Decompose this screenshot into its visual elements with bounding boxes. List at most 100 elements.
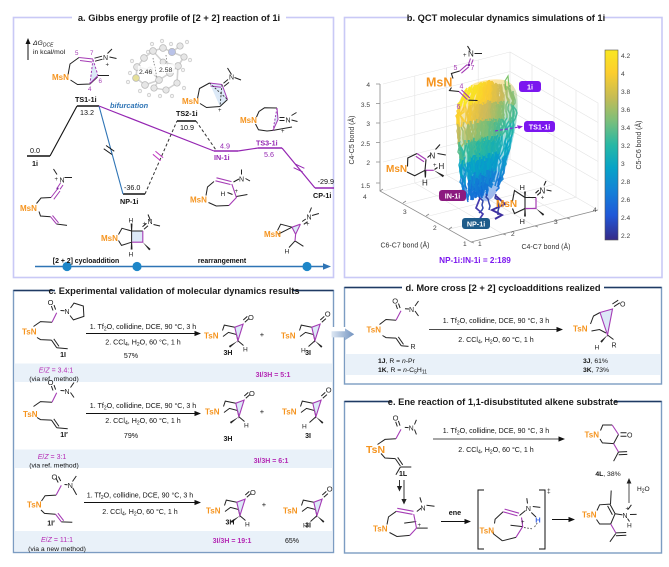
svg-text:4: 4 (366, 82, 370, 89)
svg-text:MsN: MsN (101, 234, 118, 243)
svg-text:3.8: 3.8 (621, 89, 630, 96)
svg-text:H: H (301, 348, 306, 355)
svg-text:O: O (620, 302, 626, 309)
svg-text:TS2-1i: TS2-1i (176, 109, 198, 118)
svg-text:NP-1i: NP-1i (467, 220, 485, 229)
svg-text:4L, 38%: 4L, 38% (595, 471, 620, 478)
svg-text:+: + (463, 53, 467, 59)
svg-text:MsN: MsN (190, 196, 207, 205)
svg-text:TsN: TsN (573, 325, 588, 334)
svg-text:3I: 3I (305, 350, 311, 357)
svg-text:3.4: 3.4 (621, 125, 630, 132)
svg-text:65%: 65% (285, 538, 299, 545)
svg-text:IN-1i: IN-1i (445, 192, 461, 201)
svg-text:N: N (526, 504, 531, 513)
svg-text:ene: ene (449, 508, 461, 517)
svg-text:4: 4 (593, 207, 597, 214)
svg-text:O: O (392, 296, 398, 305)
svg-text:2.2: 2.2 (621, 233, 630, 240)
svg-text:N: N (148, 219, 153, 226)
svg-text:TS3-1i: TS3-1i (256, 139, 278, 148)
svg-text:+: + (260, 330, 265, 339)
svg-text:TS1-1i: TS1-1i (529, 123, 551, 132)
svg-text:2.8: 2.8 (621, 179, 630, 186)
svg-text:2.46: 2.46 (139, 69, 152, 76)
svg-text:2. CCl4, H2O, 60 °C, 1 h: 2. CCl4, H2O, 60 °C, 1 h (105, 417, 180, 427)
svg-text:6: 6 (457, 104, 461, 111)
svg-text:O: O (52, 473, 58, 482)
svg-text:TsN: TsN (582, 511, 597, 520)
svg-text:N: N (60, 178, 65, 185)
svg-text:+: + (418, 523, 422, 529)
svg-text:H: H (520, 183, 525, 192)
svg-text:79%: 79% (124, 432, 139, 440)
svg-text:ΔGDCE: ΔGDCE (32, 40, 54, 49)
svg-text:H: H (520, 217, 525, 226)
svg-text:N: N (103, 55, 108, 62)
svg-text:H: H (422, 179, 428, 188)
svg-text:MsN: MsN (264, 230, 281, 239)
svg-text:IN-1i: IN-1i (214, 153, 230, 162)
svg-text:-36.0: -36.0 (124, 183, 140, 192)
svg-text:+: + (260, 407, 265, 416)
svg-text:13.2: 13.2 (80, 108, 94, 117)
svg-text:TS1-1i: TS1-1i (75, 95, 97, 104)
svg-text:TsN: TsN (480, 527, 495, 536)
svg-text:3I: 3I (305, 523, 311, 530)
svg-text:MsN: MsN (240, 116, 257, 125)
svg-text:2.4: 2.4 (621, 215, 630, 222)
svg-text:TsN: TsN (585, 431, 600, 440)
svg-text:‡: ‡ (547, 488, 551, 495)
svg-text:N: N (65, 389, 70, 396)
svg-text:N: N (68, 481, 73, 490)
svg-text:O: O (48, 298, 54, 307)
svg-text:57%: 57% (124, 352, 139, 360)
svg-text:C4-C5 bond (Å): C4-C5 bond (Å) (347, 115, 356, 164)
svg-text:(via ref. method): (via ref. method) (29, 376, 78, 383)
svg-text:1. Tf2O, collidine, DCE, 90 °C: 1. Tf2O, collidine, DCE, 90 °C, 3 h (90, 323, 196, 333)
svg-text:d. More cross [2 + 2] cycloadd: d. More cross [2 + 2] cycloadditions rea… (405, 283, 600, 293)
svg-text:1L: 1L (399, 471, 408, 478)
svg-text:3J, 61%: 3J, 61% (583, 358, 608, 365)
svg-text:E/Z = 11:1: E/Z = 11:1 (41, 537, 73, 544)
svg-text:+: + (55, 177, 59, 183)
svg-text:2: 2 (433, 225, 437, 232)
svg-text:rearrangement: rearrangement (198, 258, 247, 265)
svg-text:O: O (248, 313, 254, 322)
svg-text:4: 4 (363, 194, 367, 201)
svg-text:MsN: MsN (52, 73, 69, 82)
svg-text:1I′: 1I′ (60, 432, 68, 439)
svg-text:H: H (221, 191, 226, 198)
svg-text:2.6: 2.6 (621, 197, 630, 204)
svg-text:N: N (430, 152, 436, 161)
svg-text:+: + (143, 222, 147, 228)
svg-text:2. CCl4, H2O, 60 °C, 1 h: 2. CCl4, H2O, 60 °C, 1 h (458, 336, 533, 346)
svg-text:2.58: 2.58 (159, 67, 172, 74)
svg-text:+: + (433, 163, 437, 169)
svg-text:1: 1 (478, 241, 482, 248)
svg-text:N: N (409, 426, 414, 433)
svg-text:TsN: TsN (27, 501, 42, 510)
svg-text:4.2: 4.2 (621, 53, 630, 60)
svg-text:3H: 3H (224, 350, 233, 357)
svg-text:a. Gibbs energy profile of [2: a. Gibbs energy profile of [2 + 2] react… (78, 13, 280, 23)
svg-text:H: H (439, 162, 445, 171)
svg-text:3: 3 (366, 121, 370, 128)
svg-text:1. Tf2O, collidine, DCE, 90 °C: 1. Tf2O, collidine, DCE, 90 °C, 3 h (87, 492, 193, 502)
svg-text:5: 5 (75, 50, 79, 57)
svg-text:N: N (540, 187, 546, 196)
svg-text:1J, R = n-Pr: 1J, R = n-Pr (378, 358, 416, 365)
svg-text:(via a new method): (via a new method) (28, 546, 86, 553)
svg-text:b. QCT molecular dynamics simu: b. QCT molecular dynamics simulations of… (407, 13, 605, 23)
svg-text:1I: 1I (60, 352, 66, 359)
svg-text:(via ref. method): (via ref. method) (29, 463, 78, 470)
svg-text:2: 2 (511, 231, 515, 238)
svg-text:N: N (421, 506, 426, 513)
svg-text:5: 5 (454, 65, 458, 72)
svg-text:3.2: 3.2 (621, 143, 630, 150)
svg-text:-29.9: -29.9 (318, 177, 334, 186)
svg-text:e. Ene reaction of 1,1-disubst: e. Ene reaction of 1,1-disubstituted alk… (388, 397, 618, 407)
svg-text:3I/3H = 5:1: 3I/3H = 5:1 (256, 372, 291, 379)
svg-text:4.9: 4.9 (220, 142, 230, 151)
svg-text:H: H (595, 345, 600, 352)
